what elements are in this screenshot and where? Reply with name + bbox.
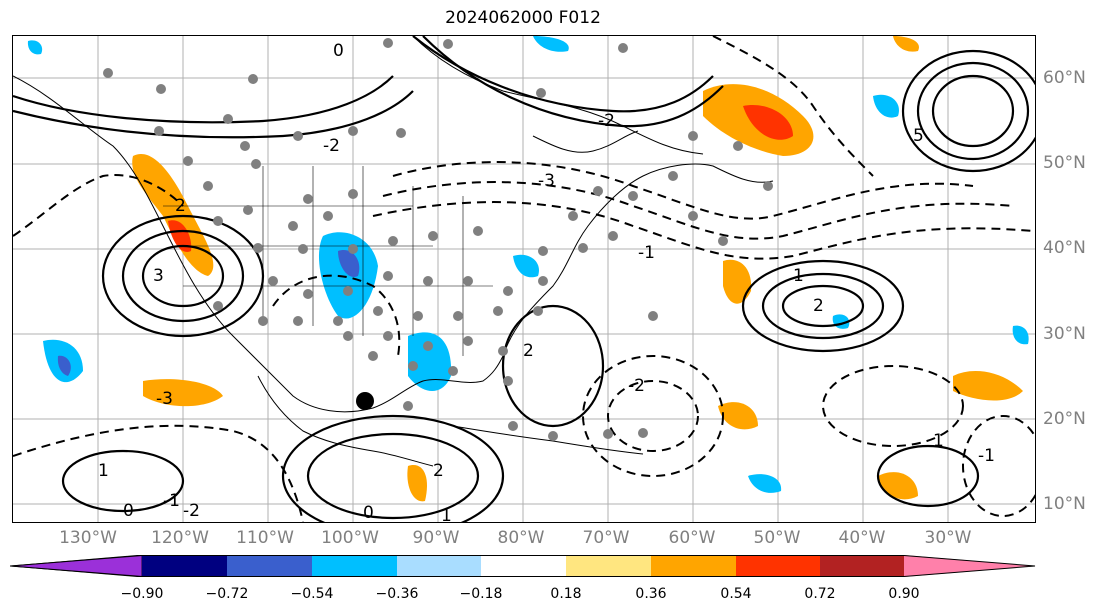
contour-label: 0 xyxy=(363,503,374,522)
lon-label: 110°W xyxy=(236,528,294,548)
colorbar-segment xyxy=(397,555,481,577)
colorbar-segment xyxy=(651,555,736,577)
lat-label: 30°N xyxy=(1043,324,1086,344)
contour-label: 2 xyxy=(523,341,534,361)
coastlines xyxy=(13,36,774,467)
colorbar-segment xyxy=(10,555,143,577)
lon-label: 30°W xyxy=(924,528,972,548)
contour-label: -3 xyxy=(538,171,555,191)
map-svg: 0 -2 2 -3 3 -1 1 5 -2 2 -3 1 -2 -1 0 1 -… xyxy=(13,36,1035,522)
lon-label: 90°W xyxy=(412,528,460,548)
lon-label: 60°W xyxy=(668,528,716,548)
chart-title: 2024062000 F012 xyxy=(445,8,601,28)
contour-label-layer: 0 -2 2 -3 3 -1 1 5 -2 2 -3 1 -2 -1 0 1 -… xyxy=(98,41,995,522)
colorbar-segment xyxy=(820,555,904,577)
contour-label: 1 xyxy=(441,506,452,522)
lon-label: 50°W xyxy=(753,528,801,548)
contour-label: 0 xyxy=(333,41,344,61)
contour-label: -2 xyxy=(598,111,615,131)
colorbar-segment xyxy=(566,555,651,577)
lat-label: 40°N xyxy=(1043,238,1086,258)
lat-label: 20°N xyxy=(1043,409,1086,429)
colorbar-tick-label: −0.90 xyxy=(120,586,164,602)
contour-label: -2 xyxy=(628,376,645,396)
colorbar-segment xyxy=(481,555,566,577)
contour-label: 2 xyxy=(175,196,186,216)
contour-label: -2 xyxy=(323,136,340,156)
map-panel: 0 -2 2 -3 3 -1 1 5 -2 2 -3 1 -2 -1 0 1 -… xyxy=(12,35,1036,523)
graticule xyxy=(13,36,1035,522)
highlight-station-marker xyxy=(356,392,374,410)
colorbar-tick-label: 0.36 xyxy=(635,586,667,602)
lon-label: 40°W xyxy=(838,528,886,548)
colorbar-tick-label: 0.90 xyxy=(888,586,920,602)
contour-label: -1 xyxy=(978,446,995,466)
lat-label: 60°N xyxy=(1043,68,1086,88)
colorbar-segment xyxy=(142,555,227,577)
lat-label: 50°N xyxy=(1043,153,1086,173)
lon-label: 130°W xyxy=(59,528,117,548)
contour-label: -1 xyxy=(163,491,180,511)
colorbar xyxy=(10,555,1036,577)
contour-label: 1 xyxy=(793,266,804,286)
state-borders xyxy=(163,166,493,356)
contour-label: 3 xyxy=(153,266,164,286)
colorbar-segment xyxy=(227,555,312,577)
lon-label: 80°W xyxy=(497,528,545,548)
contour-label: -1 xyxy=(638,243,655,263)
colorbar-tick-label: 0.72 xyxy=(804,586,836,602)
colorbar-tick-label: −0.36 xyxy=(375,586,419,602)
colorbar-tick-label: −0.18 xyxy=(459,586,503,602)
contour-label: 5 xyxy=(913,126,924,146)
dashed-contours xyxy=(13,36,1035,522)
lon-label: 100°W xyxy=(321,528,379,548)
colorbar-tick-label: −0.72 xyxy=(205,586,249,602)
station-markers xyxy=(103,38,773,441)
lat-label: 10°N xyxy=(1043,494,1086,514)
contour-label: 1 xyxy=(98,461,109,481)
colorbar-segment xyxy=(736,555,820,577)
contour-label: -2 xyxy=(183,501,200,521)
contour-label: 2 xyxy=(433,461,444,481)
contour-label: -3 xyxy=(156,389,173,409)
colorbar-tick-label: 0.18 xyxy=(550,586,582,602)
contour-label: 2 xyxy=(813,296,824,316)
colorbar-segment xyxy=(904,555,1036,577)
solid-contours xyxy=(13,36,1035,522)
contour-label: 1 xyxy=(933,431,944,451)
lon-label: 120°W xyxy=(151,528,209,548)
contour-label: 0 xyxy=(123,501,134,521)
lon-label: 70°W xyxy=(582,528,630,548)
colorbar-tick-label: −0.54 xyxy=(290,586,334,602)
colorbar-tick-label: 0.54 xyxy=(720,586,752,602)
colorbar-segment xyxy=(312,555,397,577)
